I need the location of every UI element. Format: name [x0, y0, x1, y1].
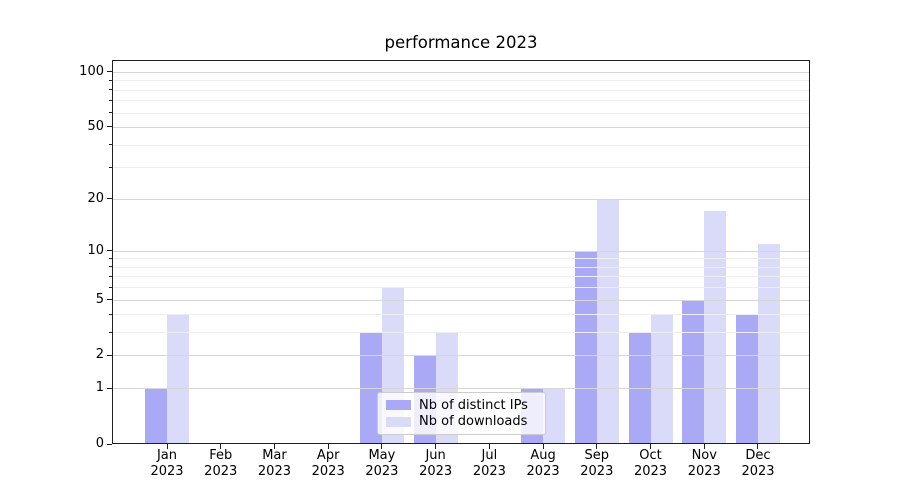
x-tick-label-sep: Sep 2023 [580, 448, 614, 479]
x-tick-dec [757, 444, 759, 449]
x-tick-sep [596, 444, 598, 449]
x-tick-label-jan: Jan 2023 [150, 448, 184, 479]
x-tick-apr [327, 444, 329, 449]
x-tick-nov [703, 444, 705, 449]
legend-label-downloads: Nb of downloads [419, 414, 528, 430]
x-tick-label-dec: Dec 2023 [741, 448, 775, 479]
y-tick-label-1: 1 [95, 380, 104, 396]
x-tick-label-aug: Aug 2023 [526, 448, 560, 479]
x-tick-label-mar: Mar 2023 [257, 448, 291, 479]
x-tick-oct [650, 444, 652, 449]
legend-label-distinct-ips: Nb of distinct IPs [419, 397, 528, 413]
legend-swatch-downloads [386, 416, 411, 427]
y-tick-label-5: 5 [95, 291, 104, 307]
y-tick-label-0: 0 [95, 436, 104, 451]
chart-title: performance 2023 [384, 33, 538, 52]
plot-area [112, 60, 810, 444]
x-tick-label-nov: Nov 2023 [687, 448, 721, 479]
y-tick-label-50: 50 [87, 118, 104, 134]
x-tick-label-jul: Jul 2023 [472, 448, 506, 479]
x-tick-aug [542, 444, 544, 449]
y-tick-label-100: 100 [79, 63, 104, 79]
x-tick-feb [220, 444, 222, 449]
legend: Nb of distinct IPs Nb of downloads [377, 392, 546, 435]
x-tick-may [381, 444, 383, 449]
x-tick-label-jun: Jun 2023 [419, 448, 453, 479]
legend-item-downloads: Nb of downloads [386, 414, 537, 429]
x-tick-label-oct: Oct 2023 [633, 448, 668, 479]
y-tick-label-20: 20 [87, 190, 104, 206]
y-tick-label-10: 10 [87, 242, 104, 258]
x-tick-jul [488, 444, 490, 449]
x-tick-jun [435, 444, 437, 449]
x-tick-label-may: May 2023 [365, 448, 399, 479]
x-tick-label-apr: Apr 2023 [311, 448, 345, 479]
y-tick-label-2: 2 [95, 347, 104, 363]
legend-item-distinct-ips: Nb of distinct IPs [386, 398, 537, 413]
legend-swatch-distinct-ips [386, 400, 411, 411]
x-tick-label-feb: Feb 2023 [204, 448, 238, 479]
x-tick-jan [166, 444, 168, 449]
x-tick-mar [273, 444, 275, 449]
